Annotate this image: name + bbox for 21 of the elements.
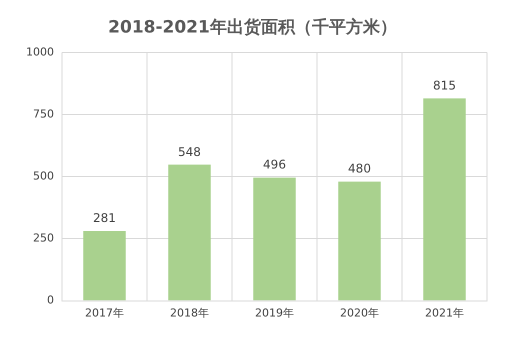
x-tick-label: 2017年	[84, 306, 124, 320]
y-tick-label: 500	[32, 169, 54, 182]
y-tick-label: 1000	[26, 45, 54, 58]
y-tick-label: 250	[32, 232, 54, 245]
bar	[83, 231, 126, 300]
bar	[253, 178, 296, 300]
bar	[338, 182, 381, 300]
x-tick-label: 2019年	[254, 306, 294, 320]
bar	[168, 164, 211, 300]
data-label: 548	[178, 144, 201, 159]
data-label: 815	[433, 78, 456, 92]
data-label: 480	[348, 162, 371, 176]
x-tick-label: 2018年	[170, 306, 209, 320]
bar	[423, 98, 466, 300]
y-tick-label: 0	[46, 294, 54, 307]
data-label: 496	[263, 158, 286, 172]
data-label: 281	[93, 211, 116, 226]
x-tick-label: 2021年	[425, 306, 464, 320]
chart-title: 2018-2021年出货面积（千平方米）	[108, 18, 397, 38]
x-tick-label: 2020年	[340, 306, 379, 320]
y-tick-label: 750	[32, 107, 54, 120]
